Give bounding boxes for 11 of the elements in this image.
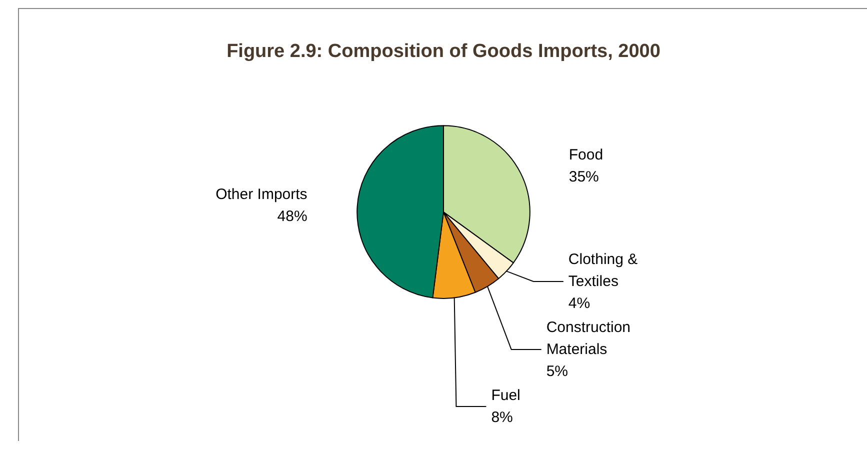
data-label: 35% — [568, 168, 599, 186]
slice-label: Construction Materials — [546, 318, 631, 358]
chart-title: Figure 2.9: Composition of Goods Imports, 2000 — [226, 41, 660, 62]
slice-label: Fuel — [491, 386, 520, 404]
data-label: 4% — [568, 294, 590, 312]
data-label: 5% — [546, 362, 568, 380]
slice-label: Other Imports — [216, 186, 308, 204]
data-label: 8% — [491, 408, 513, 426]
slice-label: Clothing & Textiles — [568, 250, 638, 290]
slice-label: Food — [568, 146, 604, 164]
data-label: 48% — [277, 208, 308, 226]
